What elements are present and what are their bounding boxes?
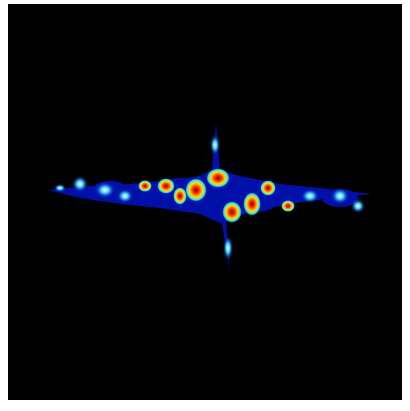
fractal-image — [0, 0, 410, 411]
page — [0, 0, 410, 411]
